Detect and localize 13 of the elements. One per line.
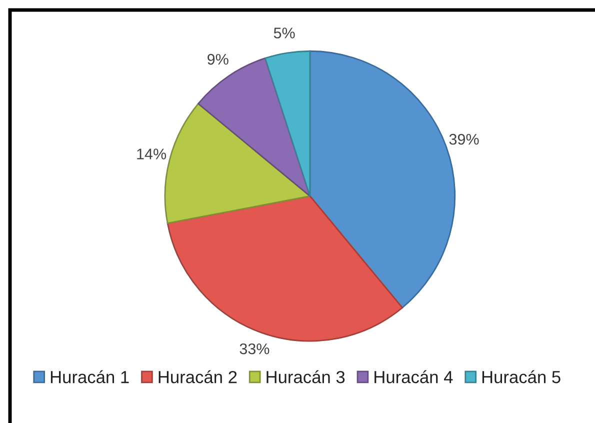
pie-slice [166, 195, 404, 342]
pie-slice [264, 50, 311, 197]
legend-label: Huracán 4 [374, 370, 453, 384]
legend-label: Huracán 1 [50, 370, 129, 384]
data-label: 9% [208, 54, 228, 65]
legend-label: Huracán 3 [266, 370, 345, 384]
data-label: 14% [137, 148, 166, 160]
legend-label: Huracán 2 [158, 370, 237, 384]
data-label: 5% [274, 28, 295, 38]
data-label: 33% [240, 343, 270, 354]
legend-label: Huracán 5 [482, 370, 560, 384]
pie-slice [164, 102, 311, 224]
data-label: 39% [449, 134, 479, 145]
